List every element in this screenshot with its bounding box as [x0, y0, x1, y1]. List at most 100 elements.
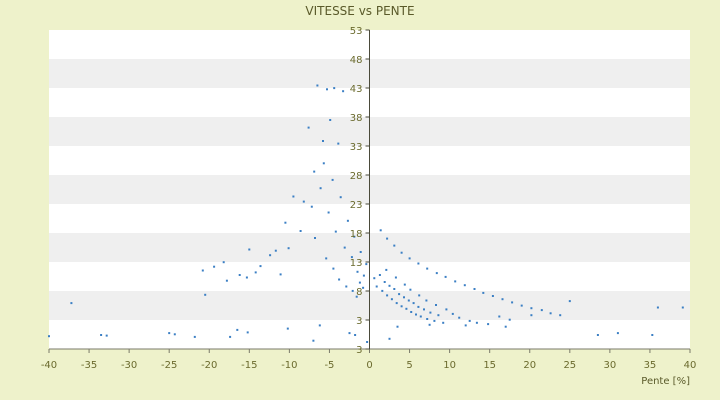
data-point [419, 315, 422, 318]
y-tick-label: 13 [350, 258, 363, 269]
data-point [464, 324, 467, 327]
data-point [345, 285, 348, 288]
data-point [254, 271, 257, 274]
data-point [319, 187, 322, 190]
y-tick-label: 3 [356, 316, 362, 327]
data-point [442, 321, 445, 324]
y-tick-label: 18 [350, 229, 363, 240]
data-point [386, 237, 389, 240]
data-point [274, 249, 277, 252]
data-point [463, 284, 466, 287]
data-point [426, 267, 429, 270]
data-point [229, 335, 232, 338]
data-point [173, 333, 176, 336]
data-point [511, 301, 514, 304]
data-point [307, 126, 310, 129]
data-point [435, 304, 437, 306]
x-tick-label: -30 [121, 360, 137, 371]
data-point [168, 332, 171, 335]
data-point [213, 265, 216, 268]
x-tick-label: -15 [241, 360, 257, 371]
data-point [355, 295, 358, 298]
data-point [48, 335, 50, 338]
data-point [225, 279, 228, 282]
data-point [238, 274, 241, 276]
data-point [358, 281, 361, 284]
data-point [342, 90, 345, 93]
data-point [201, 269, 204, 272]
x-tick-label: 0 [366, 360, 372, 371]
data-point [681, 306, 684, 309]
data-point [388, 337, 391, 340]
data-point [318, 324, 321, 327]
data-point [491, 295, 494, 297]
data-point [651, 334, 654, 336]
data-point [435, 272, 438, 275]
x-tick-label: 20 [523, 360, 536, 371]
data-point [482, 291, 485, 294]
data-point [259, 265, 262, 268]
data-point [366, 341, 369, 343]
data-point [338, 278, 341, 281]
x-axis: -40 -35 -30 -25 -20 -15 -10 -5 0 5 10 15 20 25 30 35 40 [41, 348, 696, 371]
data-point [504, 325, 507, 328]
data-point [396, 325, 399, 328]
data-point [429, 311, 432, 314]
data-point [418, 294, 421, 297]
data-point [415, 313, 417, 316]
data-point [437, 314, 440, 317]
data-point [353, 235, 356, 238]
data-point [292, 195, 295, 198]
x-axis-title: Pente [%] [641, 376, 690, 387]
data-point [329, 119, 332, 121]
data-point [327, 211, 330, 214]
y-tick-label: 38 [350, 113, 363, 124]
data-point [616, 332, 619, 335]
data-point [549, 312, 552, 315]
data-point [407, 299, 410, 302]
data-point [405, 307, 408, 310]
data-point [313, 170, 316, 173]
data-point [656, 306, 659, 309]
data-point [326, 88, 328, 91]
x-tick-label: -25 [161, 360, 177, 371]
data-point [428, 323, 431, 326]
data-point [339, 196, 342, 199]
data-point [468, 319, 471, 322]
data-point [378, 274, 381, 276]
data-point [284, 221, 287, 224]
y-tick-label: 23 [350, 200, 363, 211]
data-point [351, 289, 354, 292]
data-point [350, 256, 353, 259]
data-point [395, 302, 398, 305]
x-tick-label: 15 [483, 360, 496, 371]
data-point [248, 248, 251, 251]
x-tick-label: 30 [604, 360, 617, 371]
x-tick-label: -35 [81, 360, 97, 371]
data-point [540, 309, 543, 312]
data-point [302, 200, 305, 203]
data-point [381, 289, 384, 292]
data-point [287, 247, 290, 250]
data-point [445, 308, 448, 311]
data-point [417, 305, 420, 308]
data-point [286, 327, 289, 330]
data-point [70, 302, 73, 305]
x-tick-label: 10 [443, 360, 456, 371]
data-point [365, 263, 368, 266]
data-point [356, 270, 359, 273]
data-point [520, 304, 523, 307]
data-point [379, 229, 382, 232]
data-point [487, 323, 490, 326]
x-tick-label: -20 [201, 360, 217, 371]
data-point [426, 318, 429, 320]
data-point [559, 314, 562, 317]
chart-title: VITESSE vs PENTE [305, 4, 414, 18]
data-point [325, 257, 328, 260]
data-point [388, 284, 391, 287]
data-point [204, 293, 207, 296]
data-point [451, 312, 454, 315]
